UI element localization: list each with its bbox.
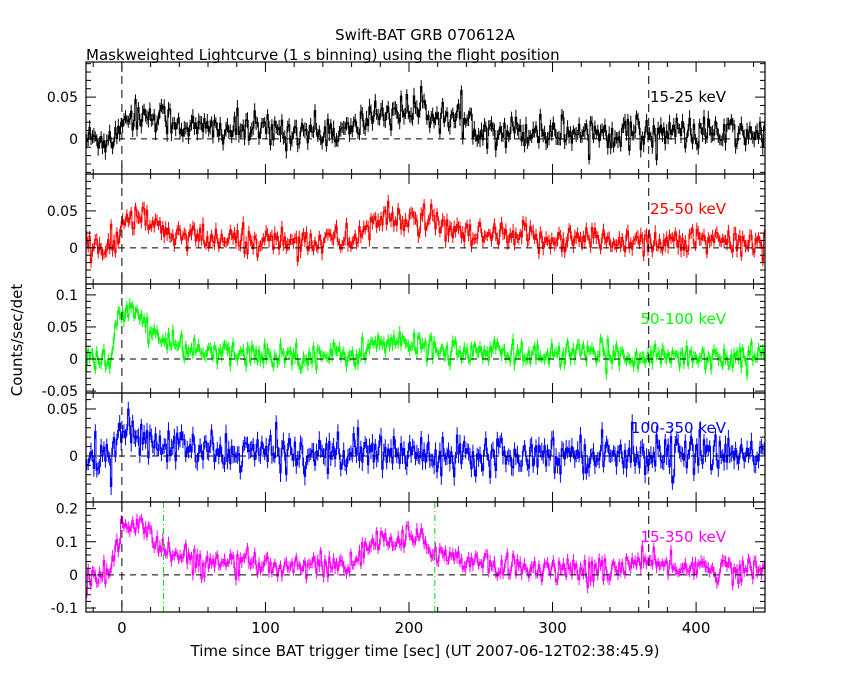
y-tick-label: 0.05 (47, 320, 78, 336)
y-tick-label: 0.05 (47, 402, 78, 418)
y-tick-label: 0 (69, 568, 78, 584)
chart-subtitle: Maskweighted Lightcurve (1 s binning) us… (86, 46, 560, 64)
series-line-0 (86, 86, 765, 161)
band-label: 100-350 keV (631, 419, 727, 437)
band-label: 15-350 keV (640, 528, 726, 546)
x-tick-label: 200 (395, 619, 424, 637)
x-axis-label: Time since BAT trigger time [sec] (UT 20… (190, 642, 660, 660)
series-line-4 (86, 517, 765, 595)
y-tick-label: 0.05 (47, 90, 78, 106)
x-tick-label: 400 (682, 619, 711, 637)
band-label: 25-50 keV (650, 200, 727, 218)
series-line-2 (86, 303, 765, 376)
y-tick-label: -0.1 (51, 601, 78, 617)
y-tick-label: 0.1 (56, 288, 78, 304)
y-tick-label: 0 (69, 352, 78, 368)
x-tick-label: 300 (538, 619, 567, 637)
y-tick-label: 0.05 (47, 204, 78, 220)
panel-frame (85, 61, 766, 175)
y-tick-label: 0 (69, 132, 78, 148)
y-tick-label: 0.2 (56, 502, 78, 518)
y-tick-label: 0 (69, 241, 78, 257)
chart-title: Swift-BAT GRB 070612A (335, 26, 515, 44)
y-axis-label: Counts/sec/det (8, 284, 26, 397)
y-tick-label: 0 (69, 449, 78, 465)
y-tick-label: -0.05 (42, 384, 78, 400)
x-tick-label: 0 (117, 619, 127, 637)
band-label: 15-25 keV (650, 88, 727, 106)
series-line-1 (86, 200, 765, 264)
y-tick-label: 0.1 (56, 535, 78, 551)
band-label: 50-100 keV (640, 310, 726, 328)
x-tick-label: 100 (251, 619, 280, 637)
series-line-3 (86, 408, 765, 487)
panel-frame (85, 501, 766, 613)
